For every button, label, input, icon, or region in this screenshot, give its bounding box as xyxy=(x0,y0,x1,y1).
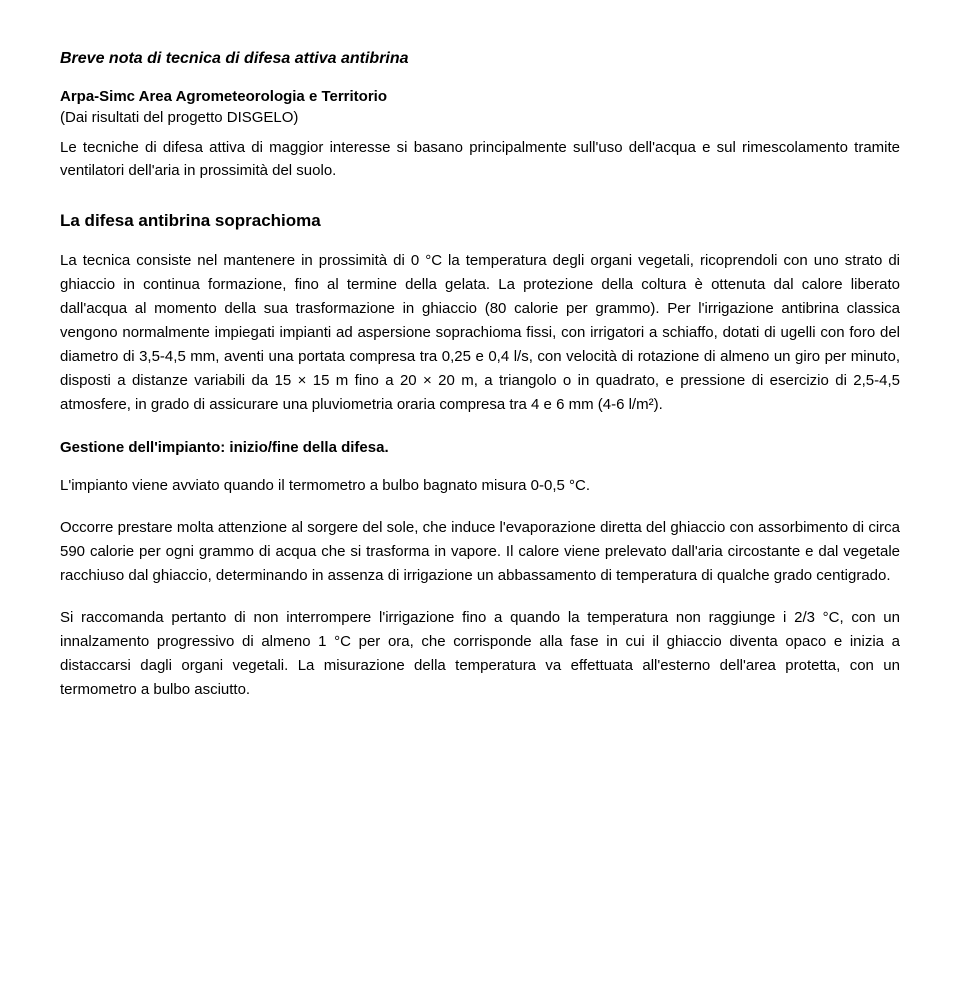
section-heading-1: La difesa antibrina soprachioma xyxy=(60,211,900,231)
section-heading-2: Gestione dell'impianto: inizio/fine dell… xyxy=(60,439,900,456)
section2-paragraph-3: Si raccomanda pertanto di non interrompe… xyxy=(60,606,900,702)
section2-paragraph-1: L'impianto viene avviato quando il termo… xyxy=(60,474,900,498)
section2-paragraph-2: Occorre prestare molta attenzione al sor… xyxy=(60,516,900,588)
project-subtitle: (Dai risultati del progetto DISGELO) xyxy=(60,109,900,126)
section1-body: La tecnica consiste nel mantenere in pro… xyxy=(60,249,900,417)
author-line: Arpa-Simc Area Agrometeorologia e Territ… xyxy=(60,88,900,105)
intro-paragraph: Le tecniche di difesa attiva di maggior … xyxy=(60,136,900,183)
document-title: Breve nota di tecnica di difesa attiva a… xyxy=(60,50,900,68)
